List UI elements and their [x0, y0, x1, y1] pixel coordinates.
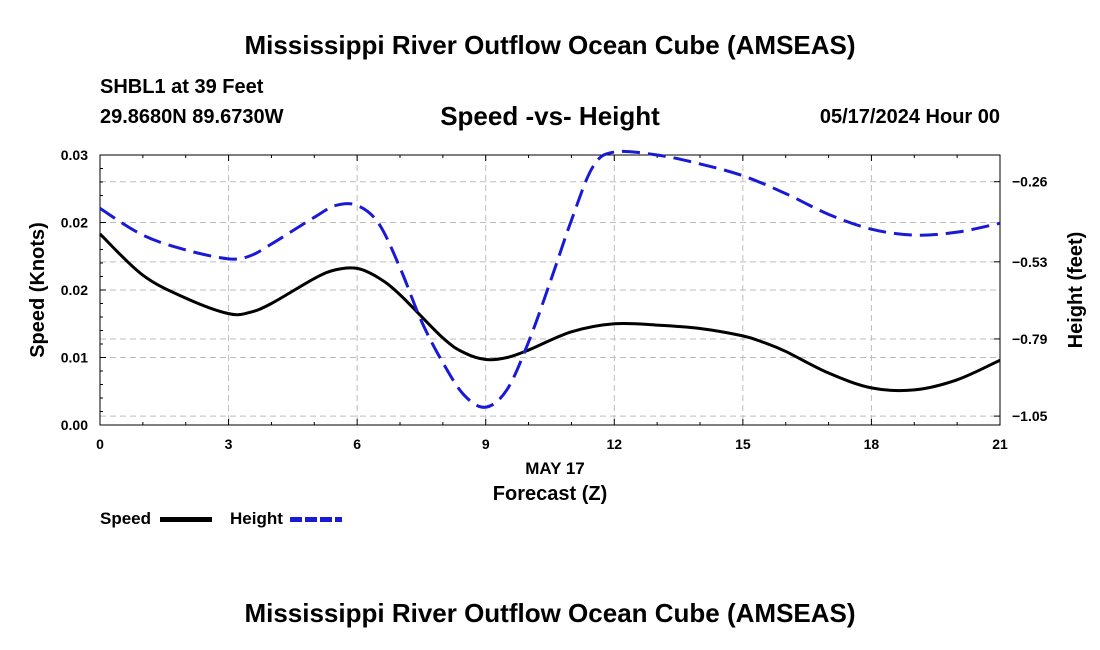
x-axis-date-label: MAY 17	[525, 459, 585, 478]
legend-height-label: Height	[230, 509, 283, 528]
y2-tick-label: −0.26	[1012, 174, 1048, 190]
x-tick-label: 21	[992, 436, 1008, 452]
y2-tick-label: −1.05	[1012, 408, 1048, 424]
x-tick-label: 6	[353, 436, 361, 452]
axis-ticks: 0 3 6 9 12 15 18 21 0.00 0.01 0.02 0.02 0.03 −0.26 −0.…	[61, 147, 1048, 452]
x-axis-title: Forecast (Z)	[493, 483, 607, 505]
x-tick-label: 0	[96, 436, 104, 452]
series-lines	[98, 149, 1001, 409]
station-label: SHBL1 at 39 Feet	[100, 76, 264, 98]
forecast-datetime: 05/17/2024 Hour 00	[819, 106, 1000, 128]
x-tick-label: 3	[225, 436, 233, 452]
y-axis-title: Speed (Knots)	[27, 222, 49, 358]
x-tick-label: 9	[482, 436, 490, 452]
y2-tick-label: −0.53	[1012, 254, 1048, 270]
chart-subtitle: Speed -vs- Height	[440, 101, 660, 131]
chart-title: Mississippi River Outflow Ocean Cube (AM…	[244, 30, 856, 60]
x-tick-label: 12	[606, 436, 622, 452]
x-tick-label: 18	[864, 436, 880, 452]
footer-title: Mississippi River Outflow Ocean Cube (AM…	[244, 598, 856, 628]
series-line-height	[99, 149, 1001, 409]
x-tick-label: 15	[735, 436, 751, 452]
y-tick-label: 0.01	[61, 350, 88, 366]
coordinates-label: 29.8680N 89.6730W	[100, 106, 284, 128]
y-tick-label: 0.02	[61, 282, 88, 298]
legend-speed-swatch	[160, 517, 212, 522]
grid-lines	[100, 155, 1000, 425]
legend-speed-label: Speed	[100, 509, 152, 528]
y-tick-label: 0.00	[61, 417, 88, 433]
y2-axis-title: Height (feet)	[1065, 232, 1087, 349]
y-tick-label: 0.02	[61, 215, 88, 231]
legend-height-swatch	[290, 517, 342, 522]
y2-tick-label: −0.79	[1012, 331, 1048, 347]
y-tick-label: 0.03	[61, 147, 88, 163]
series-line-speed	[98, 232, 1001, 393]
